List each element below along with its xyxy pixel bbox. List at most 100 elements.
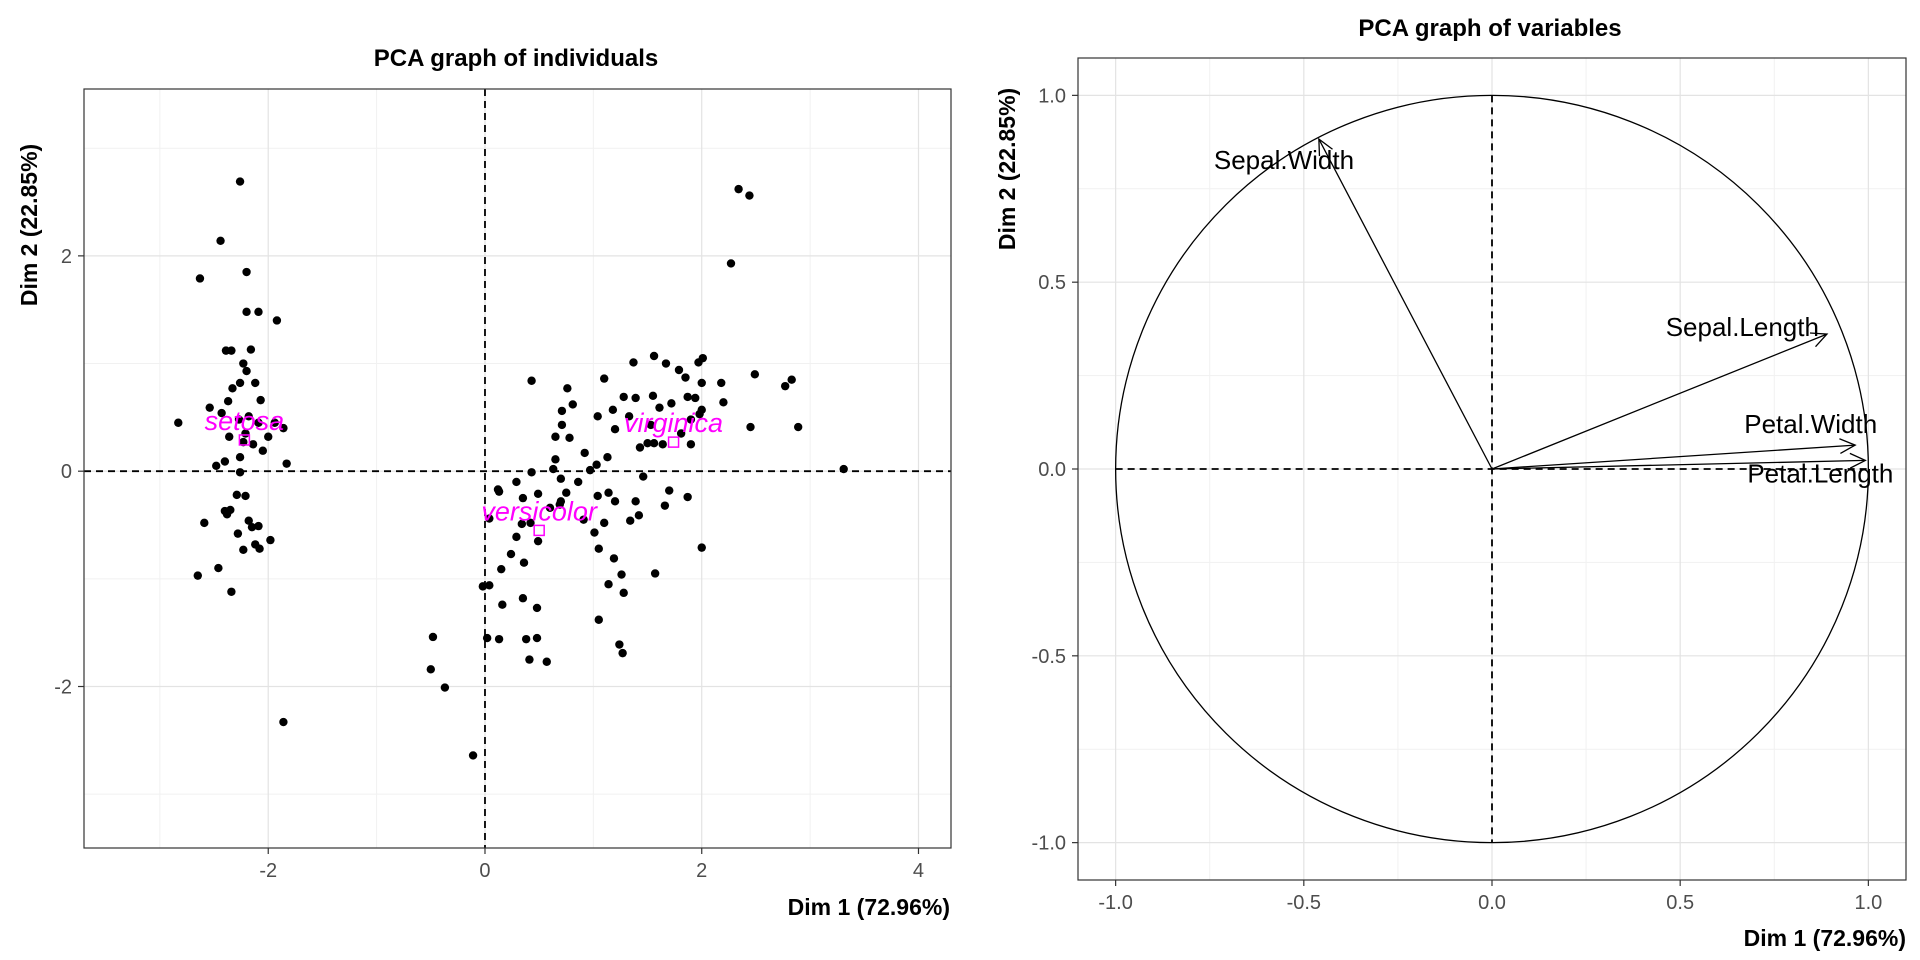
variable-arrow [1491, 333, 1828, 470]
individual-point [282, 459, 291, 468]
individual-point [246, 345, 256, 354]
individuals-reference-lines [84, 89, 951, 848]
individuals-points [174, 177, 848, 760]
individual-point [557, 420, 567, 430]
individual-point [660, 501, 670, 510]
individual-point [200, 518, 209, 528]
variable-arrow [1491, 444, 1856, 470]
variable-label: Petal.Length [1747, 458, 1893, 488]
individual-point [676, 429, 686, 438]
x-tick-label: 2 [696, 860, 707, 882]
variables-y-axis-title: Dim 2 (22.85%) [994, 88, 1020, 250]
individual-point [695, 409, 704, 419]
individuals-grid [84, 89, 951, 848]
individual-point [650, 569, 660, 578]
individual-point [734, 184, 743, 194]
individual-point [235, 177, 245, 186]
y-tick-label: -2 [54, 677, 72, 699]
individual-point [506, 549, 516, 559]
individual-point [244, 412, 253, 421]
individual-point [195, 274, 205, 283]
individual-point [555, 500, 564, 509]
individuals-chart: PCA graph of individuals setosa virginica… [16, 45, 952, 920]
x-tick-label: 1.0 [1854, 892, 1882, 914]
arrow-head [1318, 137, 1333, 157]
group-label: virginica [624, 408, 723, 438]
individual-point [610, 425, 620, 434]
variable-arrow [1491, 459, 1866, 470]
individual-point [497, 564, 506, 574]
individual-point [683, 392, 692, 402]
individual-point [279, 717, 288, 727]
individual-point [618, 648, 627, 658]
individual-point [519, 558, 529, 567]
individual-point [697, 543, 706, 552]
individual-point [600, 518, 609, 528]
individual-point [234, 415, 244, 424]
individual-point [643, 439, 652, 448]
individual-point [600, 374, 609, 383]
x-tick-label: 0.5 [1666, 892, 1694, 914]
individual-point [498, 600, 507, 609]
individual-point [174, 418, 183, 427]
individual-point [527, 376, 536, 385]
y-tick-label: -1.0 [1032, 833, 1066, 855]
individual-point [247, 522, 257, 532]
individual-point [512, 532, 521, 542]
individual-point [745, 191, 754, 200]
variable-label: Sepal.Width [1214, 145, 1354, 175]
variables-x-ticks: -1.0 -0.5 0.0 0.5 1.0 [1098, 880, 1882, 914]
individual-point [525, 655, 534, 664]
individual-point [527, 468, 536, 477]
individual-point [533, 536, 543, 546]
individual-point [518, 594, 528, 603]
individual-point [251, 378, 260, 388]
individual-point [593, 412, 602, 421]
individual-point [686, 415, 696, 424]
individual-point [631, 497, 640, 506]
individual-point [551, 455, 560, 464]
individual-point [667, 399, 676, 408]
individual-point [242, 307, 251, 317]
individual-point [468, 751, 478, 760]
y-tick-label: 0 [61, 461, 72, 483]
variable-arrow [1318, 138, 1493, 470]
individual-point [212, 461, 221, 471]
unit-circle [1114, 94, 1870, 844]
group-centroid-marker [533, 524, 545, 537]
individual-point [241, 491, 250, 501]
individual-point [661, 359, 671, 368]
arrow-head [1809, 332, 1829, 348]
individual-point [478, 582, 488, 591]
individual-point [691, 393, 700, 403]
arrow-head [1839, 438, 1857, 455]
individual-point [603, 452, 612, 462]
individual-point [726, 259, 736, 268]
individual-point [787, 375, 796, 384]
y-tick-label: 0.0 [1038, 459, 1066, 481]
individual-point [227, 346, 236, 355]
individual-point [619, 588, 628, 598]
individuals-y-axis-title: Dim 2 (22.85%) [16, 144, 42, 306]
individual-point [646, 420, 656, 430]
individual-point [681, 373, 690, 382]
individual-point [609, 554, 619, 563]
individual-point [839, 464, 848, 474]
individual-point [542, 657, 551, 666]
individual-point [494, 634, 504, 644]
variables-y-ticks: -1.0 -0.5 0.0 0.5 1.0 [1032, 85, 1078, 855]
individual-point [590, 528, 599, 537]
individual-point [493, 485, 503, 494]
individual-point [793, 422, 803, 432]
individual-point [608, 405, 618, 415]
individual-point [254, 418, 263, 427]
individual-point [228, 384, 237, 393]
individual-point [266, 535, 275, 545]
individual-point [658, 440, 667, 449]
individual-point [579, 515, 588, 524]
individual-point [750, 370, 760, 379]
y-tick-label: 0.5 [1038, 272, 1066, 294]
x-tick-label: -0.5 [1287, 892, 1321, 914]
individual-point [235, 468, 245, 477]
individual-point [193, 571, 202, 580]
